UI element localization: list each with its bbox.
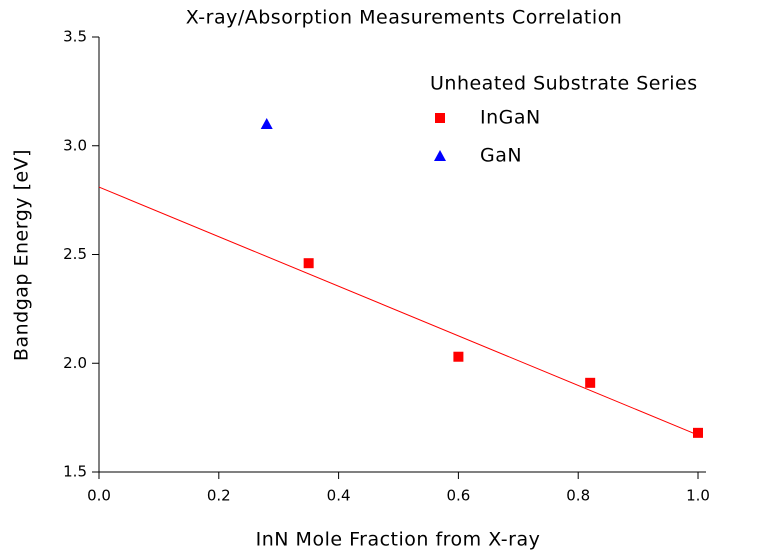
y-tick-label: 3.5	[63, 28, 87, 46]
marker	[693, 427, 703, 438]
x-tick-label: 0.0	[87, 487, 111, 505]
y-tick-label: 2.5	[63, 245, 87, 263]
legend-marker	[434, 150, 446, 161]
x-tick-label: 1.0	[686, 487, 710, 505]
y-tick-label: 2.0	[63, 354, 87, 372]
legend-label: InGaN	[480, 107, 541, 129]
y-axis-label: Bandgap Energy [eV]	[11, 149, 33, 361]
x-tick-label: 0.2	[207, 487, 231, 505]
chart-title: X-ray/Absorption Measurements Correlatio…	[186, 7, 623, 29]
marker	[303, 258, 314, 269]
x-tick-label: 0.4	[327, 487, 351, 505]
legend-title: Unheated Substrate Series	[430, 73, 698, 95]
marker	[585, 377, 596, 388]
fit-line	[98, 186, 699, 436]
x-tick-label: 0.6	[446, 487, 470, 505]
x-tick-label: 0.8	[566, 487, 590, 505]
y-tick-label: 3.0	[63, 136, 87, 154]
legend-marker	[435, 113, 445, 123]
y-tick-label: 1.5	[63, 463, 87, 481]
marker	[453, 351, 464, 362]
x-axis-label: InN Mole Fraction from X-ray	[256, 529, 541, 551]
legend-label: GaN	[480, 145, 522, 167]
marker	[260, 118, 273, 129]
